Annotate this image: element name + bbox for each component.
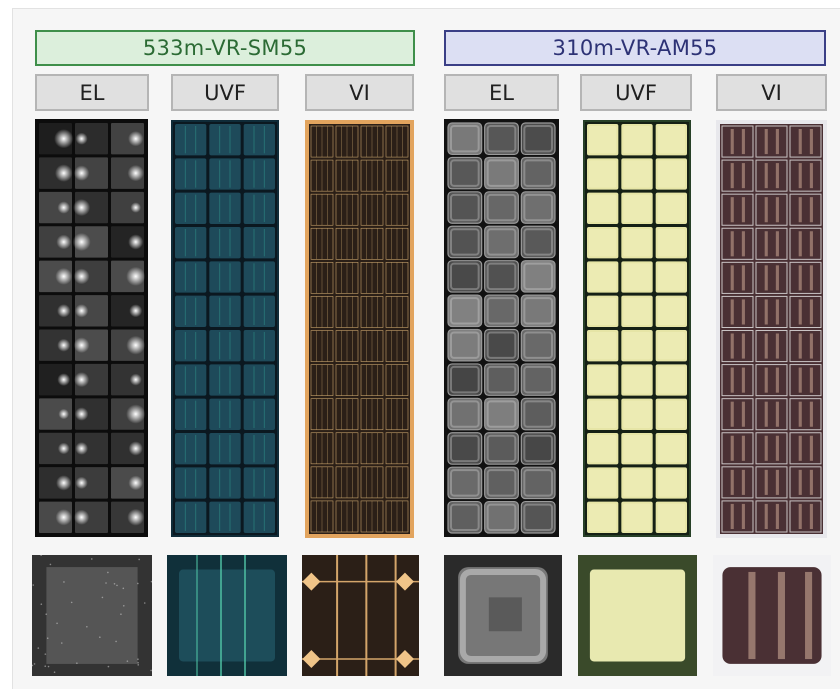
uvf-closeup-image-am55	[578, 555, 697, 676]
el-module-image-am55	[444, 119, 559, 537]
column-label-vi-sm55: VI	[305, 74, 414, 111]
el-closeup-image-sm55	[32, 555, 152, 676]
vi-module-image-am55	[716, 120, 827, 538]
vi-module-image-sm55	[305, 120, 414, 538]
uvf-module-image-sm55	[171, 120, 279, 537]
column-label-el-sm55: EL	[35, 74, 149, 111]
uvf-closeup-image-sm55	[167, 555, 287, 676]
vi-closeup-image-am55	[713, 555, 831, 676]
el-module-image-sm55	[35, 119, 148, 537]
column-label-uvf-sm55: UVF	[171, 74, 279, 111]
column-label-vi-am55: VI	[716, 74, 827, 111]
column-label-el-am55: EL	[444, 74, 559, 111]
group-label-am55: 310m-VR-AM55	[444, 30, 826, 66]
el-closeup-image-am55	[444, 555, 562, 676]
vi-closeup-image-sm55	[302, 555, 419, 676]
column-label-uvf-am55: UVF	[580, 74, 692, 111]
group-label-sm55: 533m-VR-SM55	[35, 30, 415, 66]
uvf-module-image-am55	[583, 120, 691, 537]
